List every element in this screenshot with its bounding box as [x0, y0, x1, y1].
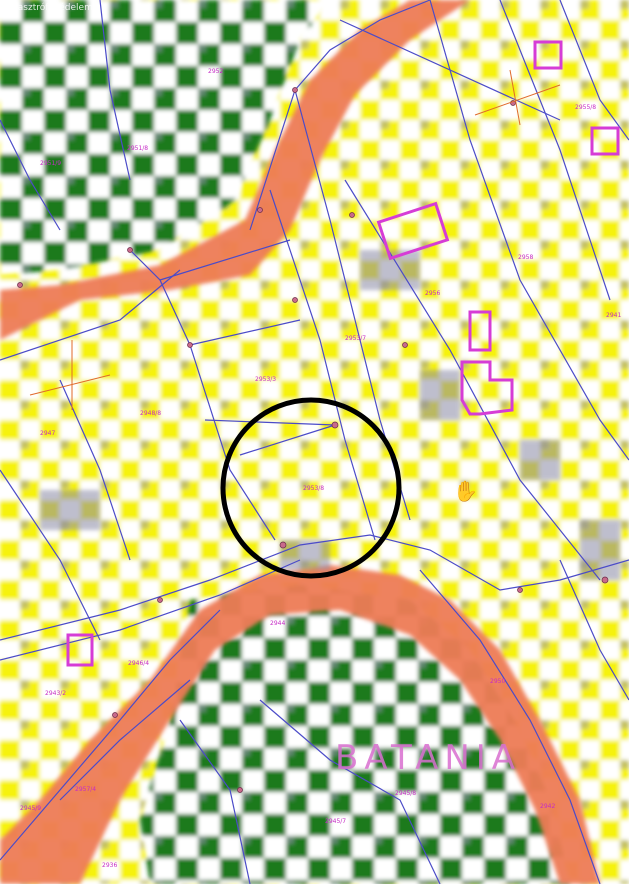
north-arrow-icon — [29, 69, 561, 410]
parcel-label: 2955/8 — [575, 104, 597, 111]
parcel-label: 2953/3 — [255, 376, 277, 383]
parcel-label: 2945/8 — [395, 790, 417, 797]
parcel-label: 2948/8 — [140, 410, 162, 417]
parcel-label: 2941 — [606, 312, 622, 319]
parcel-label: 2945/7 — [325, 818, 347, 825]
parcel-label: 2956 — [425, 290, 441, 297]
parcel-label: 2943/2 — [45, 690, 67, 697]
highlight-circle — [220, 397, 402, 579]
parcel-label: 2957/4 — [75, 786, 97, 793]
parcel-label: 2947 — [40, 430, 56, 437]
parcel-label: 2944 — [270, 620, 286, 627]
road-band-top — [0, 0, 470, 340]
parcel-label: 2946/4 — [128, 660, 150, 667]
parcel-label: 2951/8 — [127, 145, 149, 152]
map-header-text: Katasztrófavédelem — [3, 3, 93, 13]
parcel-label: 2951/9 — [40, 160, 62, 167]
parcel-label: 2958 — [518, 254, 534, 261]
road-band-bottom — [0, 565, 600, 884]
forest-zone-top — [0, 0, 330, 275]
parcel-label: 2950 — [490, 678, 506, 685]
parcel-label: 2945/9 — [20, 805, 42, 812]
parcel-label: 2942 — [540, 803, 556, 810]
parcel-label: 2936 — [102, 862, 118, 869]
hand-cursor-icon: ✋ — [453, 479, 478, 503]
parcel-label: 2953/7 — [345, 335, 367, 342]
parcel-label-highlighted: 2953/8 — [303, 485, 325, 492]
buildings — [66, 40, 620, 667]
parcel-label: 2952 — [208, 68, 224, 75]
survey-points — [17, 87, 609, 793]
place-name-label: BATANIA — [335, 738, 522, 778]
